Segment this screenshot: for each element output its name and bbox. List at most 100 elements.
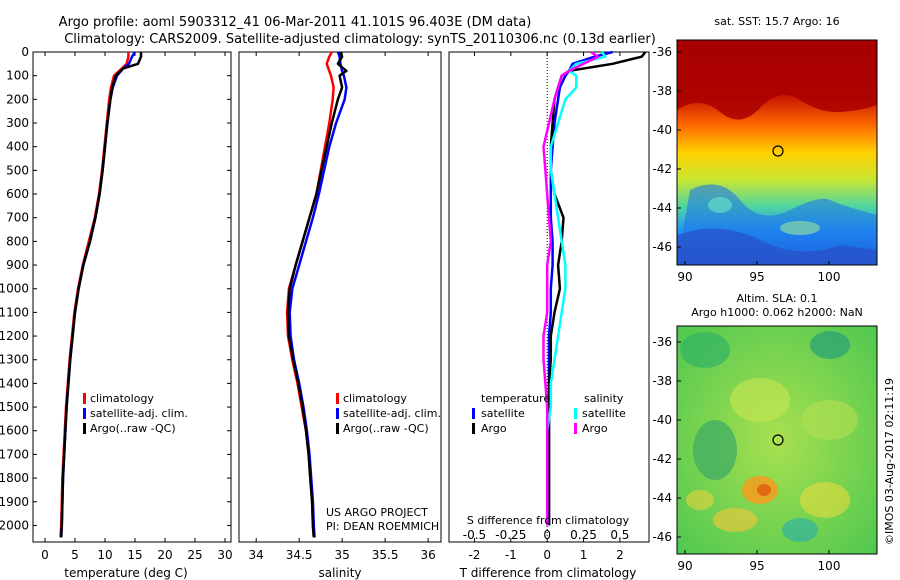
s-difference-tick-label: 0 <box>543 528 551 542</box>
depth-tick-label: 2000 <box>0 518 29 532</box>
difference-legend: temperature salinity satellite Argo sate… <box>472 392 626 435</box>
temperature-panel: 0100200300400500600700800900100011001200… <box>0 45 649 580</box>
sla-map-lat-labels: -36 -38 -40 -42 -44 -46 <box>652 335 681 544</box>
depth-tick-label: 1600 <box>0 424 29 438</box>
lat-tick-label: -46 <box>652 530 672 544</box>
legend-swatch-argo <box>83 423 86 434</box>
argo-float-marker <box>772 145 784 157</box>
x-tick-label: 36 <box>420 548 435 562</box>
depth-tick-label: 800 <box>6 234 29 248</box>
depth-tick-label: 1500 <box>0 400 29 414</box>
salinity-legend: climatology satellite-adj. clim. Argo(..… <box>336 392 441 435</box>
lat-tick-label: -44 <box>652 491 672 505</box>
legend-label-sal-argo: Argo <box>582 422 608 435</box>
depth-tick-label: 1300 <box>0 353 29 367</box>
lat-tick-label: -40 <box>652 413 672 427</box>
sla-map-title-line2: Argo h1000: 0.062 h2000: NaN <box>691 306 863 319</box>
series-line-argo-raw-qc <box>59 52 143 538</box>
x-tick-label: 0 <box>543 548 551 562</box>
temperature-lines <box>59 51 143 538</box>
depth-tick-label: 0 <box>21 45 29 59</box>
lat-tick-label: -36 <box>652 45 672 59</box>
legend-label-temp-argo: Argo <box>481 422 507 435</box>
legend-header-temperature: temperature <box>481 392 550 405</box>
x-tick-label: 30 <box>217 548 232 562</box>
legend-label-climatology: climatology <box>90 392 154 405</box>
legend-swatch-sal-argo <box>574 423 577 434</box>
legend-swatch-satellite <box>83 408 86 419</box>
imos-credit: ©IMOS 03-Aug-2017 02:11:19 <box>883 378 896 545</box>
sla-map-frame <box>676 325 878 555</box>
s-difference-tick-label: -0.25 <box>495 528 526 542</box>
lon-tick-label: 90 <box>677 270 692 284</box>
depth-tick-label: 1800 <box>0 471 29 485</box>
legend-label-sal-satellite: satellite <box>582 407 626 420</box>
temperature-legend: climatology satellite-adj. clim. Argo(..… <box>83 392 188 435</box>
sst-map: sat. SST: 15.7 Argo: 16 -36-38-40-42-44-… <box>652 15 878 284</box>
temperature-tick-labels: 0 5 10 15 20 25 30 <box>41 52 233 562</box>
lat-tick-label: -42 <box>652 452 672 466</box>
legend-header-salinity: salinity <box>584 392 624 405</box>
s-difference-tick-label: 0.5 <box>610 528 629 542</box>
x-tick-label: 0 <box>41 548 49 562</box>
argo-float-marker <box>772 434 784 446</box>
x-tick-label: -2 <box>468 548 480 562</box>
legend-label-climatology: climatology <box>343 392 407 405</box>
sla-map-title-line1: Altim. SLA: 0.1 <box>736 292 817 305</box>
depth-tick-label: 400 <box>6 140 29 154</box>
lon-tick-label: 95 <box>749 270 764 284</box>
x-tick-label: 34.5 <box>286 548 313 562</box>
legend-swatch-temp-satellite <box>472 408 475 419</box>
sla-map-lon-labels: 90 95 100 <box>677 550 840 573</box>
sst-map-lat-labels: -36 -38 -40 -42 -44 -46 <box>652 45 681 254</box>
sst-map-frame <box>676 39 878 266</box>
lat-tick-label: -40 <box>652 123 672 137</box>
lat-tick-label: -46 <box>652 240 672 254</box>
x-tick-label: 15 <box>127 548 142 562</box>
depth-tick-label: 100 <box>6 69 29 83</box>
x-tick-label: 25 <box>187 548 202 562</box>
depth-tick-label: 300 <box>6 116 29 130</box>
legend-swatch-climatology <box>83 393 86 404</box>
x-tick-label: 34 <box>249 548 264 562</box>
legend-label-satellite: satellite-adj. clim. <box>343 407 441 420</box>
figure-title-line2: Climatology: CARS2009. Satellite-adjuste… <box>64 32 656 47</box>
lat-tick-label: -38 <box>652 84 672 98</box>
temperature-axes-frame <box>32 51 232 543</box>
x-tick-label: 10 <box>97 548 112 562</box>
lat-tick-label: -44 <box>652 201 672 215</box>
x-tick-label: 2 <box>616 548 624 562</box>
t-difference-axis-label: T difference from climatology <box>459 566 637 580</box>
depth-tick-label: 500 <box>6 163 29 177</box>
depth-tick-label: 1000 <box>0 282 29 296</box>
lon-tick-label: 100 <box>818 270 841 284</box>
legend-swatch-argo <box>336 423 339 434</box>
depth-tick-label: 600 <box>6 187 29 201</box>
salinity-panel: 34 34.5 35 35.5 36 salinity climatology sate… <box>238 51 442 580</box>
legend-swatch-climatology <box>336 393 339 404</box>
depth-tick-label: 200 <box>6 92 29 106</box>
s-difference-label: S difference from climatology <box>467 514 630 527</box>
series-line-salinity-argo <box>542 50 600 526</box>
s-difference-tick-labels: -0.5 -0.25 0 0.25 0.5 <box>463 528 630 542</box>
x-tick-label: 35.5 <box>372 548 399 562</box>
x-tick-label: -1 <box>505 548 517 562</box>
difference-lines <box>542 50 647 526</box>
depth-tick-label: 1200 <box>0 329 29 343</box>
lon-tick-label: 95 <box>749 559 764 573</box>
sst-map-image <box>677 40 877 265</box>
lat-tick-label: -38 <box>652 374 672 388</box>
x-tick-label: 1 <box>580 548 588 562</box>
x-tick-label: 35 <box>335 548 350 562</box>
depth-tick-label: 1700 <box>0 447 29 461</box>
depth-tick-label: 1400 <box>0 376 29 390</box>
pi-label: PI: DEAN ROEMMICH <box>326 520 439 533</box>
legend-swatch-sal-satellite <box>574 408 577 419</box>
depth-tick-label: 900 <box>6 258 29 272</box>
project-label: US ARGO PROJECT <box>326 506 428 519</box>
x-tick-label: 5 <box>71 548 79 562</box>
depth-tick-label: 700 <box>6 211 29 225</box>
t-difference-tick-labels: -2 -1 0 1 2 <box>468 52 624 562</box>
legend-label-satellite: satellite-adj. clim. <box>90 407 188 420</box>
